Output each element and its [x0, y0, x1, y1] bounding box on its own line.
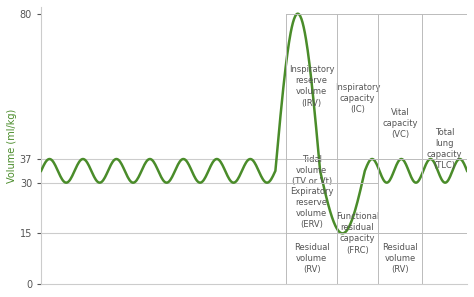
- Text: Total
lung
capacity
(TLC): Total lung capacity (TLC): [427, 128, 463, 170]
- Text: Inspiratory
reserve
volume
(IRV): Inspiratory reserve volume (IRV): [289, 65, 334, 108]
- Text: Vital
capacity
(VC): Vital capacity (VC): [382, 108, 418, 139]
- Text: Residual
volume
(RV): Residual volume (RV): [294, 243, 329, 274]
- Text: Residual
volume
(RV): Residual volume (RV): [382, 243, 418, 274]
- Text: Inspiratory
capacity
(IC): Inspiratory capacity (IC): [335, 83, 380, 114]
- Text: Functional
residual
capacity
(FRC): Functional residual capacity (FRC): [336, 212, 379, 255]
- Y-axis label: Volume (ml/kg): Volume (ml/kg): [7, 108, 17, 183]
- Text: Expiratory
reserve
volume
(ERV): Expiratory reserve volume (ERV): [290, 187, 333, 229]
- Text: Tidal
volume
(TV or Vt): Tidal volume (TV or Vt): [292, 155, 332, 187]
